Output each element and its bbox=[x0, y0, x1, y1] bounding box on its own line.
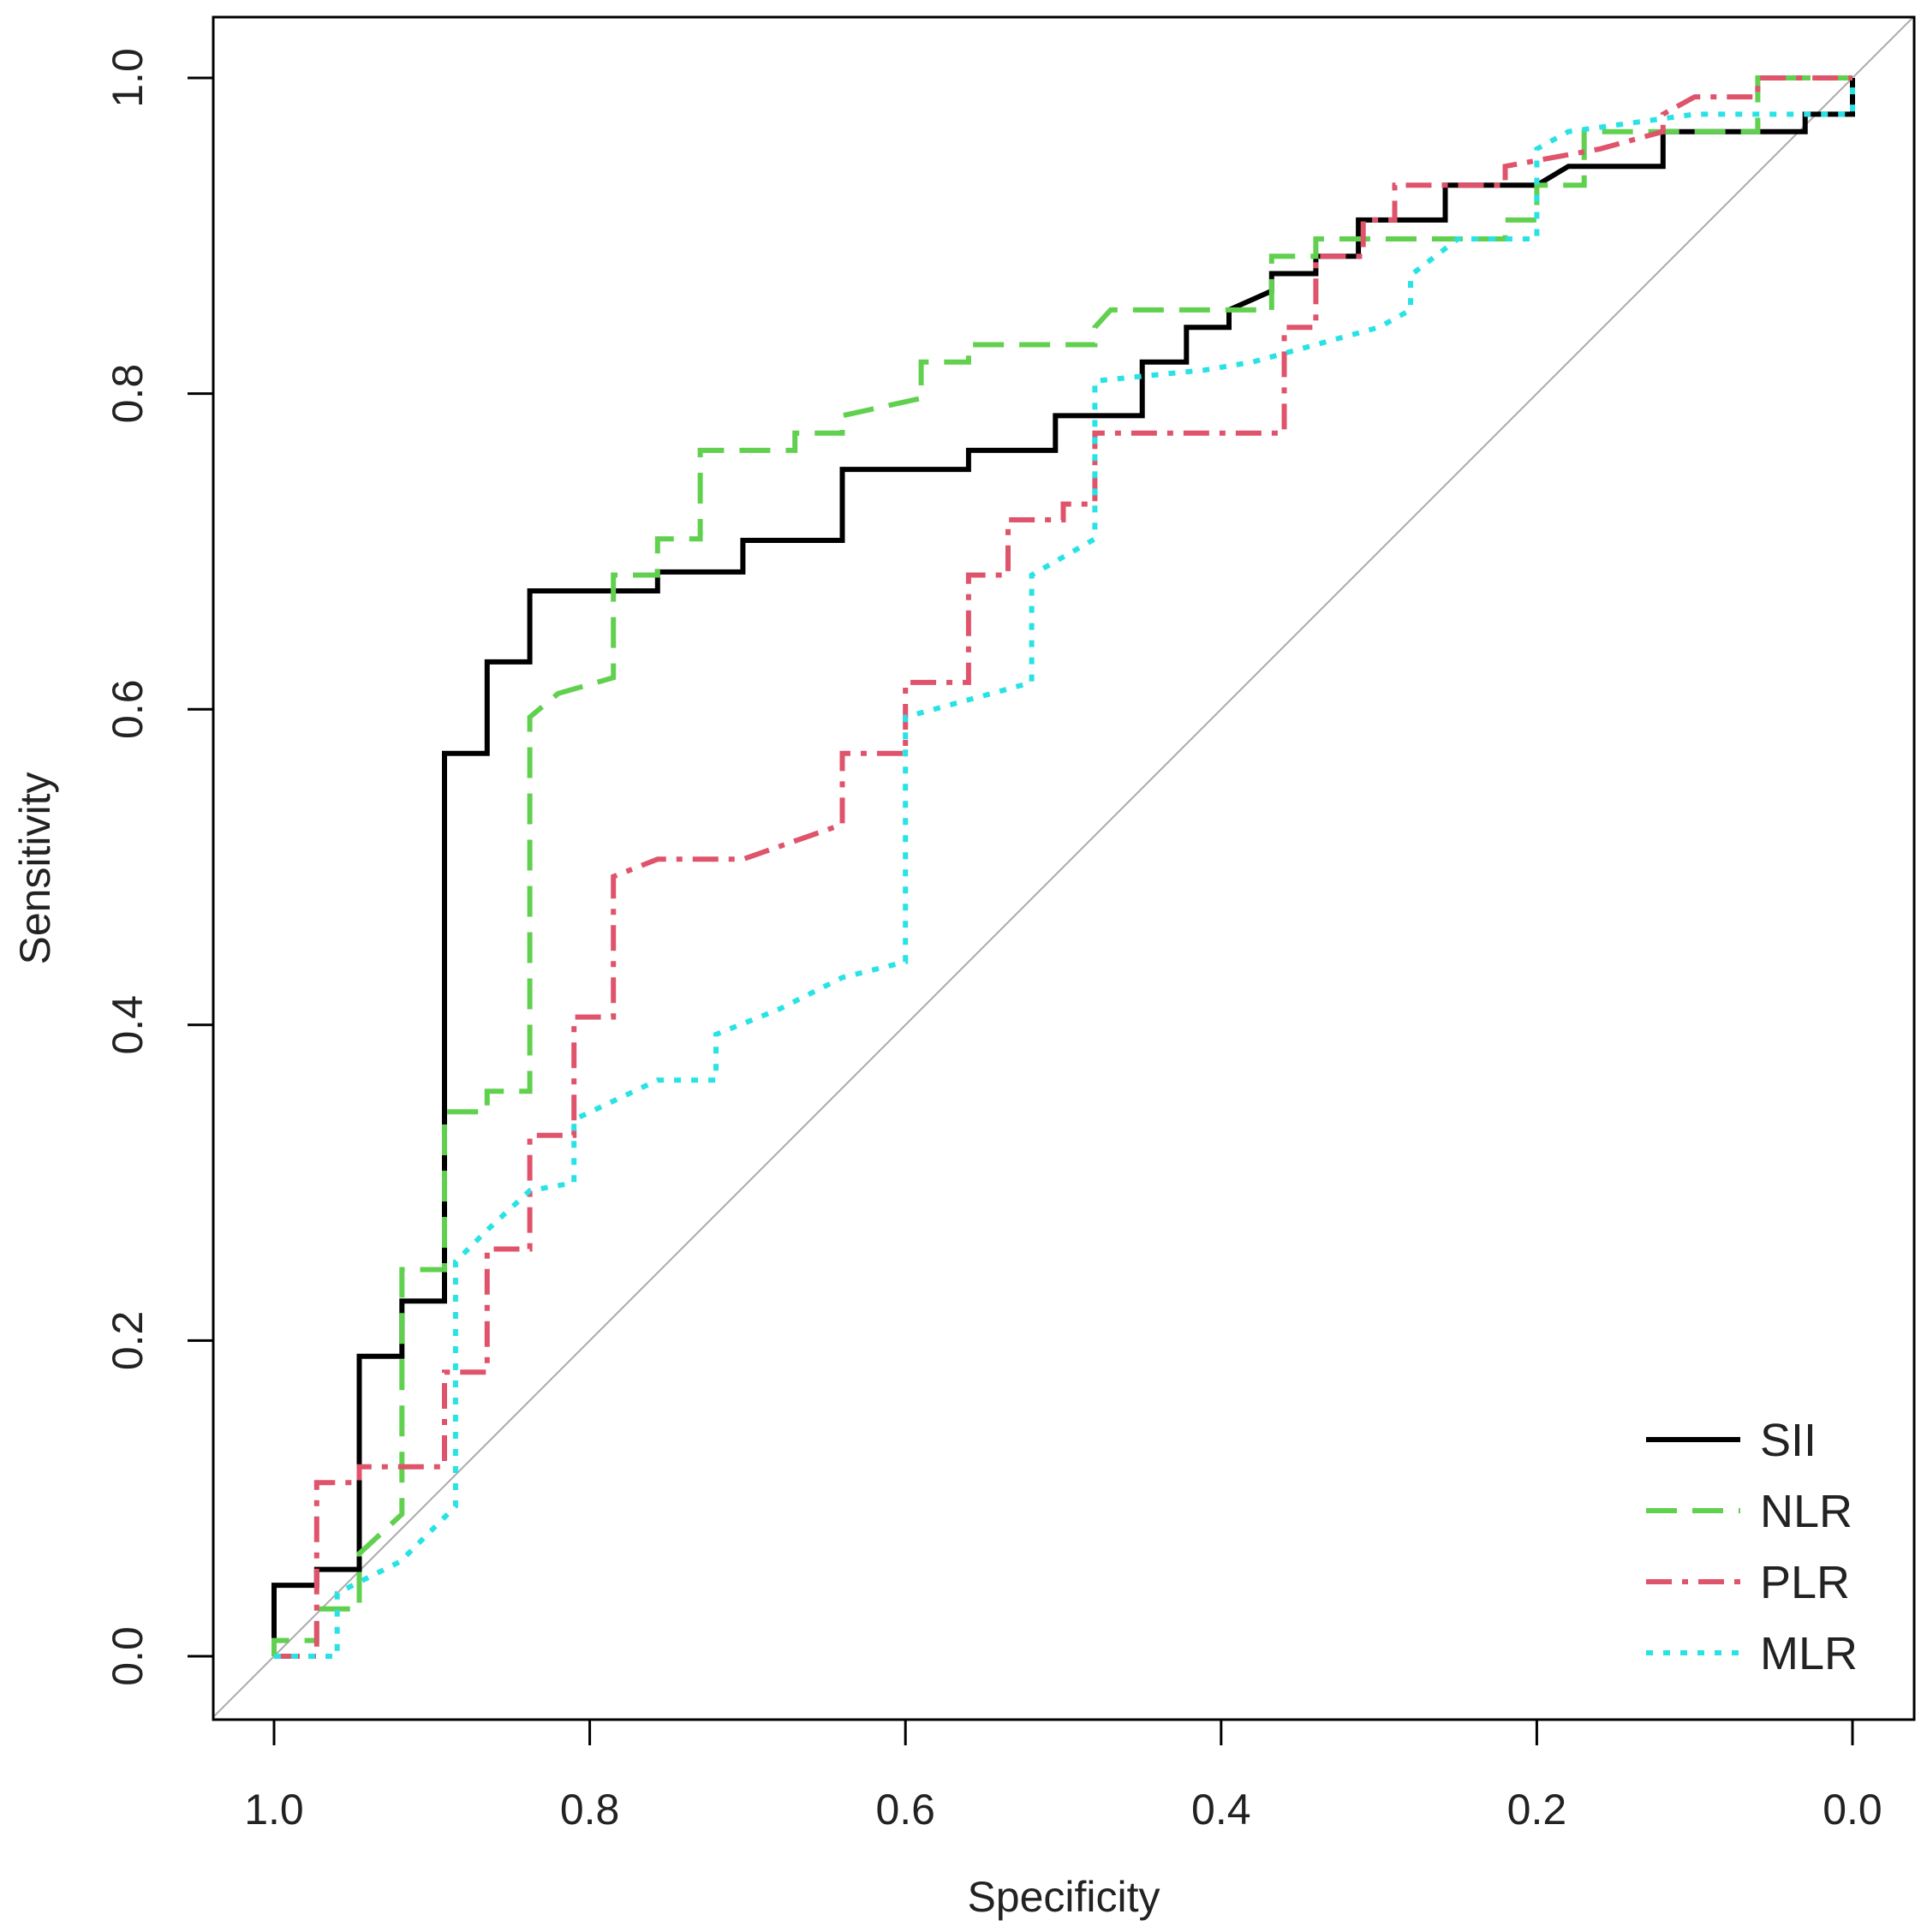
series-line-nlr bbox=[271, 75, 1852, 1656]
x-tick-label: 0.4 bbox=[1191, 1786, 1251, 1834]
series-group bbox=[271, 75, 1855, 1659]
y-axis: 0.0 0.2 0.4 0.6 0.8 1.0 bbox=[104, 48, 213, 1686]
x-tick-label: 1.0 bbox=[244, 1786, 304, 1834]
y-tick-label: 0.2 bbox=[104, 1311, 152, 1371]
y-tick-label: 1.0 bbox=[104, 48, 152, 108]
legend-label-mlr: MLR bbox=[1760, 1628, 1858, 1679]
x-axis-title: Specificity bbox=[967, 1873, 1160, 1921]
x-tick-label: 0.6 bbox=[875, 1786, 935, 1834]
y-axis-title: Sensitivity bbox=[11, 772, 59, 964]
plot-frame bbox=[212, 15, 1916, 1721]
series-line-mlr bbox=[274, 78, 1855, 1659]
x-tick-label: 0.8 bbox=[560, 1786, 620, 1834]
reference-diagonal-line bbox=[213, 17, 1914, 1719]
x-axis: 1.0 0.8 0.6 0.4 0.2 0.0 bbox=[244, 1720, 1882, 1834]
y-tick-label: 0.8 bbox=[104, 364, 152, 424]
legend-label-plr: PLR bbox=[1760, 1557, 1850, 1608]
x-tick-label: 0.2 bbox=[1507, 1786, 1567, 1834]
y-tick-label: 0.6 bbox=[104, 679, 152, 739]
y-tick-label: 0.4 bbox=[104, 995, 152, 1055]
legend-label-sii: SII bbox=[1760, 1415, 1817, 1466]
series-line-plr bbox=[274, 75, 1852, 1659]
y-tick-label: 0.0 bbox=[104, 1626, 152, 1686]
legend: SII NLR PLR MLR bbox=[1646, 1415, 1858, 1679]
legend-label-nlr: NLR bbox=[1760, 1486, 1852, 1537]
x-tick-label: 0.0 bbox=[1823, 1786, 1882, 1834]
series-line-sii bbox=[271, 78, 1855, 1656]
